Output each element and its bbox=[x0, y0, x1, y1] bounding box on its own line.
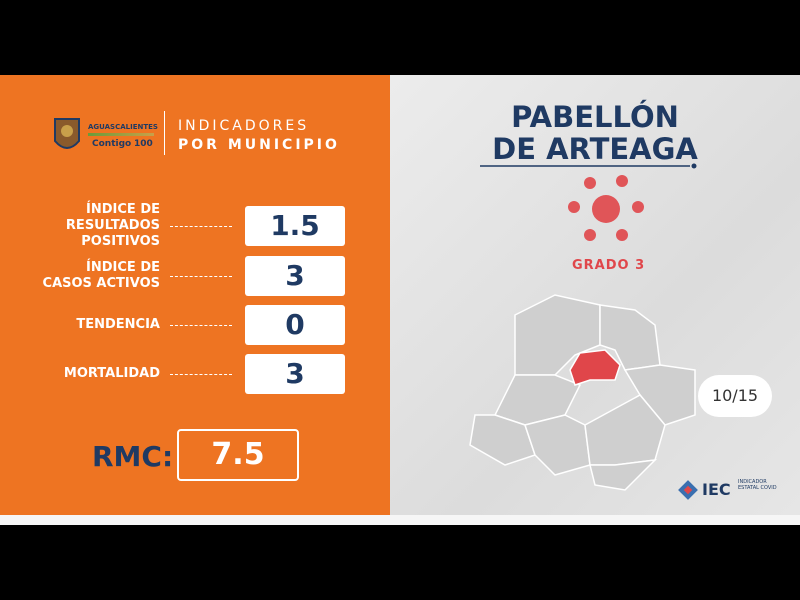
indicator-panel: AGUASCALIENTES Contigo 100 INDICADORES P… bbox=[0, 75, 390, 515]
footer-logo-subtitle: INDICADOR ESTATAL COVID bbox=[738, 479, 777, 491]
municipality-panel: PABELLÓN DE ARTEAGA GRADO 3 10/15 IEC IN… bbox=[390, 75, 800, 515]
rmc-label: RMC: bbox=[92, 440, 174, 473]
indicator-label: MORTALIDAD bbox=[0, 366, 160, 382]
indicator-label-line: ÍNDICE DE bbox=[86, 260, 160, 275]
iec-logo-mark bbox=[678, 480, 698, 500]
header-line1: INDICADORES bbox=[178, 118, 310, 134]
logo-stripe bbox=[88, 133, 154, 136]
title-underline bbox=[480, 163, 697, 169]
coat-of-arms bbox=[54, 118, 80, 149]
indicator-label-line: ÍNDICE DE bbox=[86, 202, 160, 217]
indicator-label: ÍNDICE DE RESULTADOS POSITIVOS bbox=[0, 202, 160, 250]
grade-label: GRADO 3 bbox=[572, 258, 646, 273]
indicator-label-line: CASOS ACTIVOS bbox=[42, 276, 160, 291]
municipality-name: PABELLÓN DE ARTEAGA bbox=[480, 101, 710, 165]
logo-slogan: Contigo bbox=[92, 139, 132, 149]
logo-state: AGUASCALIENTES bbox=[88, 123, 158, 131]
municipality-line1: PABELLÓN bbox=[511, 100, 679, 134]
bottom-strip bbox=[0, 515, 800, 525]
highlighted-municipality bbox=[569, 349, 621, 386]
footer-logo-name: IEC bbox=[702, 480, 731, 499]
indicator-value: 3 bbox=[245, 354, 345, 394]
indicator-label: ÍNDICE DE CASOS ACTIVOS bbox=[0, 260, 160, 292]
leader-line bbox=[170, 374, 232, 375]
slide: AGUASCALIENTES Contigo 100 INDICADORES P… bbox=[0, 75, 800, 525]
header-line2: POR MUNICIPIO bbox=[178, 137, 340, 153]
indicator-label-line: TENDENCIA bbox=[76, 317, 160, 332]
divider bbox=[164, 111, 165, 155]
indicator-value: 3 bbox=[245, 256, 345, 296]
leader-line bbox=[170, 276, 232, 277]
leader-line bbox=[170, 226, 232, 227]
rmc-value: 7.5 bbox=[177, 429, 299, 481]
indicator-label: TENDENCIA bbox=[0, 317, 160, 333]
indicator-label-line: MORTALIDAD bbox=[63, 366, 160, 381]
virus-icon bbox=[568, 175, 644, 241]
page-counter: 10/15 bbox=[698, 375, 772, 417]
leader-line bbox=[170, 325, 232, 326]
state-map bbox=[469, 294, 696, 491]
indicator-value: 0 bbox=[245, 305, 345, 345]
municipality-line2: DE ARTEAGA bbox=[492, 132, 698, 166]
indicator-label-line: RESULTADOS bbox=[65, 218, 160, 233]
indicator-label-line: POSITIVOS bbox=[81, 234, 160, 249]
logo-number: 100 bbox=[134, 139, 153, 149]
indicator-value: 1.5 bbox=[245, 206, 345, 246]
